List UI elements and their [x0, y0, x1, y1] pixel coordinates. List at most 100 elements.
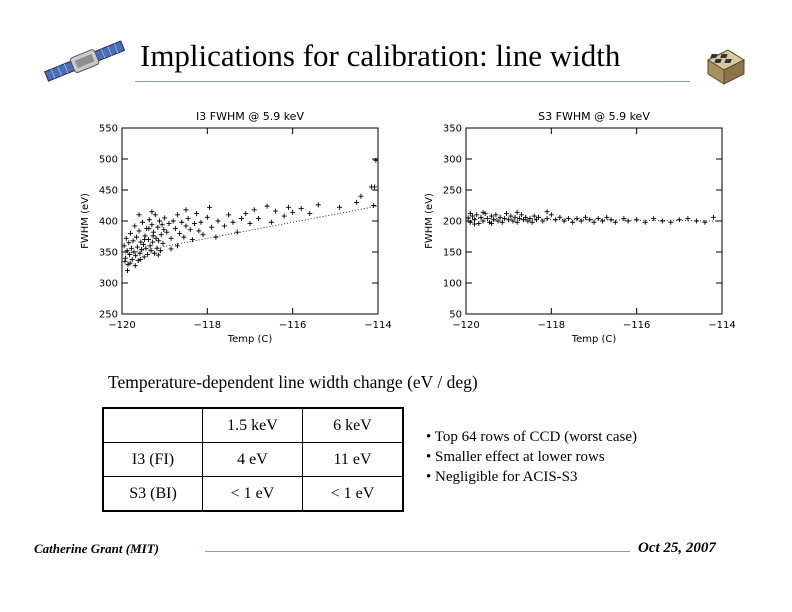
- i3-data-point: [134, 244, 140, 250]
- i3-data-point: [243, 211, 249, 217]
- s3-data-point: [642, 219, 648, 225]
- i3-x-tick-label: −116: [279, 320, 306, 331]
- i3-x-tick-label: −118: [194, 320, 221, 331]
- i3-data-point: [146, 225, 152, 231]
- table-caption: Temperature-dependent line width change …: [108, 372, 478, 392]
- s3-data-point: [514, 209, 520, 215]
- s3-y-tick-label: 250: [443, 186, 462, 197]
- table-header-row: 1.5 keV 6 keV: [102, 407, 404, 443]
- i3-y-tick-label: 500: [99, 155, 118, 166]
- i3-data-point: [128, 245, 134, 251]
- s3-data-point: [527, 216, 533, 222]
- i3-data-point: [179, 219, 185, 225]
- s3-data-point: [634, 217, 640, 223]
- i3-data-point: [337, 204, 343, 210]
- i3-data-point: [209, 224, 215, 230]
- s3-x-tick-label: −120: [452, 320, 479, 331]
- i3-data-point: [150, 239, 156, 245]
- s3-data-point: [516, 216, 522, 222]
- i3-data-point: [234, 229, 240, 235]
- table-cell: < 1 eV: [202, 476, 303, 512]
- i3-data-point: [174, 212, 180, 218]
- table-cell: 11 eV: [302, 442, 404, 477]
- s3-chart-title: S3 FWHM @ 5.9 keV: [538, 110, 650, 123]
- s3-data-point: [518, 212, 524, 218]
- i3-data-point: [126, 240, 132, 246]
- s3-data-point: [574, 216, 580, 222]
- s3-x-tick-label: −116: [623, 320, 650, 331]
- s3-data-point: [587, 217, 593, 223]
- table-row: S3 (BI) < 1 eV < 1 eV: [102, 476, 404, 512]
- i3-data-point: [298, 206, 304, 212]
- s3-y-tick-label: 50: [449, 310, 462, 321]
- i3-data-point: [149, 222, 155, 228]
- s3-data-point: [521, 217, 527, 223]
- i3-data-point: [183, 223, 189, 229]
- s3-data-point: [533, 217, 539, 223]
- i3-data-point: [161, 227, 167, 233]
- i3-data-point: [121, 243, 127, 249]
- i3-x-tick-label: −114: [364, 320, 391, 331]
- i3-data-point: [268, 219, 274, 225]
- s3-data-point: [553, 217, 559, 223]
- bullet-list: • Top 64 rows of CCD (worst case) • Smal…: [426, 427, 637, 487]
- i3-data-point: [129, 256, 135, 262]
- i3-data-point: [221, 223, 227, 229]
- s3-data-point: [578, 218, 584, 224]
- s3-data-point: [544, 216, 550, 222]
- i3-data-point: [281, 213, 287, 219]
- s3-data-point: [570, 219, 576, 225]
- i3-data-point: [213, 234, 219, 240]
- i3-data-point: [181, 234, 187, 240]
- i3-data-point: [198, 219, 204, 225]
- s3-data-point: [506, 217, 512, 223]
- s3-data-point: [595, 216, 601, 222]
- i3-data-point: [168, 246, 174, 252]
- i3-x-tick-label: −120: [108, 320, 135, 331]
- s3-data-point: [495, 218, 501, 224]
- s3-data-point: [651, 216, 657, 222]
- i3-data-point: [157, 218, 163, 224]
- i3-data-point: [142, 237, 148, 243]
- s3-data-point: [544, 209, 550, 215]
- i3-data-point: [150, 233, 156, 239]
- s3-data-point: [497, 214, 503, 220]
- s3-data-point: [582, 214, 588, 220]
- i3-data-point: [159, 222, 165, 228]
- i3-data-point: [185, 216, 191, 222]
- footer-date: Oct 25, 2007: [638, 540, 716, 556]
- i3-data-point: [358, 193, 364, 199]
- i3-data-point: [132, 223, 138, 229]
- line-width-table: 1.5 keV 6 keV I3 (FI) 4 eV 11 eV S3 (BI)…: [102, 407, 404, 512]
- i3-data-point: [152, 212, 158, 218]
- i3-data-point: [146, 217, 152, 223]
- s3-data-point: [591, 219, 597, 225]
- s3-data-point: [469, 213, 475, 219]
- i3-data-point: [124, 248, 130, 254]
- i3-data-point: [183, 207, 189, 213]
- i3-data-point: [127, 251, 133, 257]
- i3-data-point: [215, 218, 221, 224]
- bullet-item: • Top 64 rows of CCD (worst case): [426, 429, 637, 445]
- s3-data-point: [512, 214, 518, 220]
- s3-data-point: [702, 219, 708, 225]
- s3-data-point: [621, 216, 627, 222]
- title-divider: [135, 81, 690, 82]
- s3-x-tick-label: −118: [538, 320, 565, 331]
- i3-data-point: [168, 235, 174, 241]
- s3-data-point: [659, 218, 665, 224]
- s3-data-point: [489, 220, 495, 226]
- table-header-cell: 6 keV: [302, 407, 404, 443]
- s3-data-point: [612, 219, 618, 225]
- s3-data-point: [693, 218, 699, 224]
- s3-data-point: [508, 213, 514, 219]
- i3-data-point: [130, 238, 136, 244]
- table-header-cell: 1.5 keV: [202, 407, 303, 443]
- s3-data-point: [548, 212, 554, 218]
- s3-data-point: [501, 216, 507, 222]
- i3-data-point: [143, 245, 149, 251]
- s3-y-axis-label: FWHM (eV): [424, 193, 435, 249]
- s3-data-point: [529, 219, 535, 225]
- i3-data-point: [196, 228, 202, 234]
- i3-data-point: [139, 247, 145, 253]
